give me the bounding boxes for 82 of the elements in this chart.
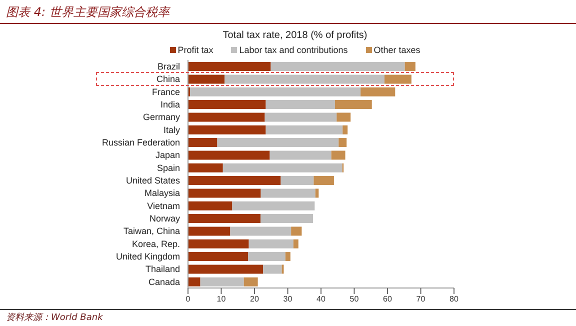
bar [188,138,218,148]
y-tick-label: Korea, Rep. [132,238,180,249]
y-tick-label: Canada [148,276,180,287]
y-tick-label: Russian Federation [102,138,180,148]
x-tick-label: 70 [416,294,426,304]
bar [334,100,372,110]
x-tick-label: 40 [316,294,326,304]
bar [260,214,314,224]
bar [260,188,316,198]
bar [188,125,266,134]
y-tick-label: Norway [149,214,180,224]
bar [188,100,266,110]
bar [264,112,337,122]
bar [270,62,405,72]
bar [285,252,290,262]
bar [270,150,332,160]
bar [224,74,385,84]
y-tick-label: Vietnam [147,200,180,211]
bar [293,239,298,248]
y-tick-label: India [160,100,180,110]
y-tick-label: Brazil [157,62,180,72]
legend-label: Labor tax and contributions [238,45,348,55]
bar [263,264,282,274]
x-tick-label: 30 [283,294,293,304]
bar [336,112,351,122]
x-tick-label: 0 [186,294,191,304]
bar [188,226,230,236]
bar [266,100,335,110]
text: 资料来源：World Bank [6,312,103,324]
bar [190,87,361,96]
bar [188,252,248,262]
legend-label: Other taxes [372,45,420,55]
y-tick-label: Japan [155,150,180,160]
bar [248,239,294,248]
bar [188,277,200,286]
bar [200,277,244,286]
y-tick-label: Malaysia [144,188,180,198]
bar [188,188,261,198]
bar [188,214,260,224]
y-tick-label: Taiwan, China [123,226,180,236]
bar [331,150,346,160]
bar [217,138,339,148]
x-tick-label: 50 [350,294,360,304]
bar [404,62,416,72]
bar [188,74,225,84]
y-tick-label: Thailand [145,264,180,274]
bar [188,163,223,172]
y-tick-label: Spain [156,162,180,173]
chart-subtitle: Total tax rate, 2018 (% of profits) [222,30,368,41]
bar [188,112,265,122]
legend-label: Profit tax [176,45,214,55]
bar [291,226,302,236]
y-tick-label: France [152,86,180,97]
x-tick-label: 20 [250,294,260,304]
y-tick-label: China [156,74,180,84]
x-tick-label: 10 [216,294,226,304]
y-tick-label: Germany [142,112,180,122]
x-tick-label: 60 [383,294,392,304]
bar [222,163,342,172]
bar [342,125,348,134]
bar [248,252,286,262]
bar [188,264,264,274]
y-tick-label: Italy [163,124,180,135]
bar [266,125,343,134]
bar [188,201,232,210]
bar [338,138,347,148]
bar [188,176,281,186]
bar [188,150,270,160]
text: 图表 4: 世界主要国家综合税率 [6,4,170,21]
bar [360,87,396,96]
bar [280,176,314,186]
bar [188,62,271,72]
y-tick-label: United States [126,176,180,186]
bar [314,176,334,186]
bar [188,239,249,248]
x-tick-label: 80 [450,294,459,304]
bar [230,226,292,236]
bar [384,74,412,84]
y-tick-label: United Kingdom [116,252,180,262]
bar [244,277,258,286]
bar [232,201,315,210]
bar [315,188,319,198]
